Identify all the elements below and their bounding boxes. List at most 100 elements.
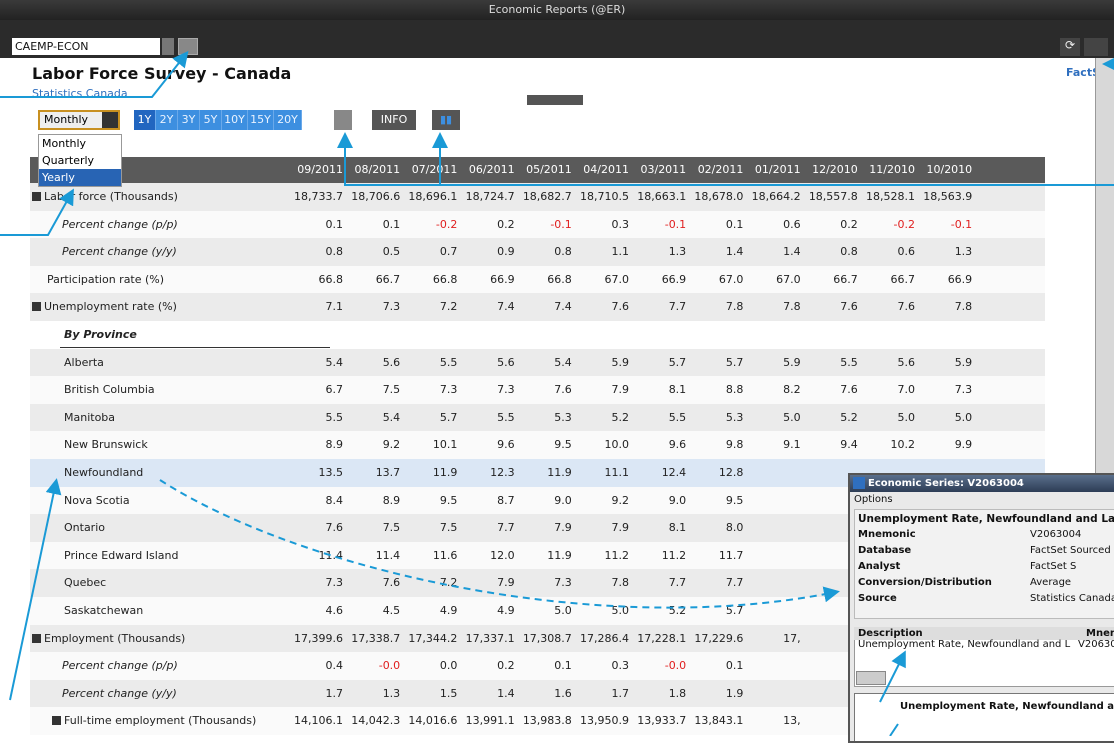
cell-value: 17,344.2 [408, 631, 458, 645]
row-label: Labor force (Thousands) [32, 183, 178, 211]
cell-value: 9.5 [554, 438, 572, 452]
period-button[interactable]: 3Y [178, 110, 200, 130]
dropdown-button[interactable] [162, 38, 174, 55]
cell-value: 5.5 [439, 355, 458, 369]
row-label-text: Employment (Thousands) [44, 631, 186, 645]
cell-value: 5.4 [554, 355, 572, 369]
cell-value: 8.2 [783, 383, 801, 397]
frequency-option[interactable]: Quarterly [42, 154, 95, 167]
table-row[interactable]: By Province [30, 321, 1045, 349]
cell-value: 5.9 [611, 355, 630, 369]
column-header: 06/2011 [468, 163, 515, 176]
cell-value: 17,399.6 [294, 631, 343, 645]
chart-button[interactable]: ▮▮ [432, 110, 460, 130]
row-label-text: By Province [64, 328, 137, 341]
row-label-text: Newfoundland [64, 466, 144, 479]
frequency-options: Monthly Quarterly Yearly [38, 134, 122, 187]
cell-value: 17,337.1 [465, 631, 515, 645]
table-row[interactable]: Manitoba 5.5 5.4 5.7 5.5 5.3 5.2 5.5 5.3 5.0 5.2 5.… [30, 403, 1045, 432]
cell-value: 1.8 [668, 686, 687, 700]
period-button[interactable]: 2Y [156, 110, 178, 130]
cell-value: 7.3 [439, 383, 458, 397]
collapse-tab[interactable] [527, 95, 583, 105]
period-button[interactable]: 1Y [134, 110, 156, 130]
cell-value: 7.3 [382, 300, 401, 314]
cell-value: 8.8 [725, 383, 744, 397]
window-title: Economic Reports (@ER) [488, 3, 626, 16]
frequency-option[interactable]: Yearly [39, 169, 121, 186]
cell-value: 5.5 [668, 410, 687, 424]
cell-value: 67.0 [776, 272, 801, 286]
cell-value: 5.0 [897, 410, 916, 424]
cell-value: 17,286.4 [580, 631, 629, 645]
cell-value: 5.9 [783, 355, 801, 369]
period-button[interactable]: 15Y [248, 110, 274, 130]
calendar-button[interactable] [334, 110, 352, 130]
cell-value: 18,724.7 [465, 190, 515, 203]
cell-value: 13,991.1 [465, 714, 515, 728]
cell-value: 0.1 [325, 217, 344, 231]
collapse-icon[interactable] [32, 192, 41, 201]
cell-value: 9.8 [725, 438, 744, 452]
row-label: New Brunswick [64, 431, 148, 459]
cell-value: 66.8 [547, 272, 572, 286]
collapse-icon[interactable] [32, 302, 41, 312]
cell-value: 17, [783, 631, 801, 645]
search-input[interactable]: CAEMP-ECON [12, 38, 160, 55]
collapse-icon[interactable] [52, 716, 61, 726]
cell-value: 1.6 [554, 686, 572, 700]
frequency-option[interactable]: Monthly [42, 137, 87, 150]
cell-value: 17,228.1 [637, 631, 687, 645]
refresh-button[interactable]: ⟳ [1060, 38, 1080, 56]
cell-value: 5.5 [840, 355, 858, 369]
list-scroll[interactable] [856, 671, 886, 685]
cell-value: 13,950.9 [580, 714, 629, 728]
cell-value: 0.6 [783, 217, 801, 231]
row-label: Percent change (p/p) [62, 211, 178, 239]
period-button[interactable]: 10Y [222, 110, 248, 130]
cell-value: 5.0 [954, 410, 973, 424]
table-row[interactable]: Participation rate (%) 66.8 66.7 66.8 66.9 66… [30, 265, 1045, 294]
field-value: Statistics Canada [1030, 593, 1114, 604]
cell-value: 7.6 [840, 300, 858, 314]
list-description: Unemployment Rate, Newfoundland and L [858, 639, 1071, 650]
table-row[interactable]: British Columbia 6.7 7.5 7.3 7.3 7.6 7.9 8.1 8.8… [30, 376, 1045, 404]
popup-menu[interactable]: Options [854, 494, 893, 505]
dropdown-arrow[interactable] [102, 112, 118, 128]
cell-value: 0.7 [439, 245, 458, 259]
period-button[interactable]: 5Y [200, 110, 222, 130]
cell-value: 7.5 [382, 383, 401, 397]
table-row[interactable]: Percent change (y/y) 0.8 0.5 0.7 0.9 0.8 1.1 1.… [30, 238, 1045, 266]
row-label-text: Participation rate (%) [47, 272, 165, 286]
info-button[interactable]: INFO [372, 110, 416, 130]
table-row[interactable]: Unemployment rate (%) 7.1 7.3 7.2 7.4 7.4 7.6 7… [30, 293, 1045, 321]
cell-value: 9.9 [954, 438, 973, 452]
popup-heading: Unemployment Rate, Newfoundland and Labr… [858, 513, 1114, 525]
cell-value: -0.1 [950, 217, 973, 231]
popup-title: Economic Series: V2063004 [850, 475, 1114, 492]
cell-value: 18,563.9 [923, 190, 973, 203]
table-row[interactable]: Alberta 5.4 5.6 5.5 5.6 5.4 5.9 5.7 5.7 5.9 5.5 5.6… [30, 348, 1045, 377]
table-row[interactable]: Labor force (Thousands) 18,733.7 18,706.6 1… [30, 183, 1045, 211]
cell-value: 0.9 [497, 245, 515, 259]
cell-value: 5.5 [497, 410, 515, 424]
period-button[interactable]: 20Y [274, 110, 302, 130]
cell-value: 7.3 [954, 383, 973, 397]
collapse-icon[interactable] [32, 633, 41, 643]
cell-value: 0.2 [497, 659, 515, 673]
table-row[interactable]: New Brunswick 8.9 9.2 10.1 9.6 9.5 10.0 9.6 9.8 9… [30, 431, 1045, 459]
settings-button[interactable] [1084, 38, 1108, 56]
row-label-text: Manitoba [64, 410, 116, 424]
table-row[interactable]: Percent change (p/p) 0.1 0.1 -0.2 0.2 -0.1 0.3… [30, 210, 1045, 239]
report-source[interactable]: Statistics Canada [32, 87, 128, 100]
cell-value: 0.1 [725, 659, 744, 673]
popup-details [854, 509, 1114, 619]
row-label: By Province [64, 321, 137, 349]
frequency-dropdown[interactable]: Monthly [38, 110, 120, 130]
list-header [854, 627, 1114, 640]
field-value: Average [1030, 577, 1072, 588]
cell-value: -0.0 [664, 659, 687, 673]
search-button[interactable] [178, 38, 198, 55]
field-label: Database [858, 545, 912, 556]
row-label-text: Percent change (p/p) [62, 659, 178, 673]
